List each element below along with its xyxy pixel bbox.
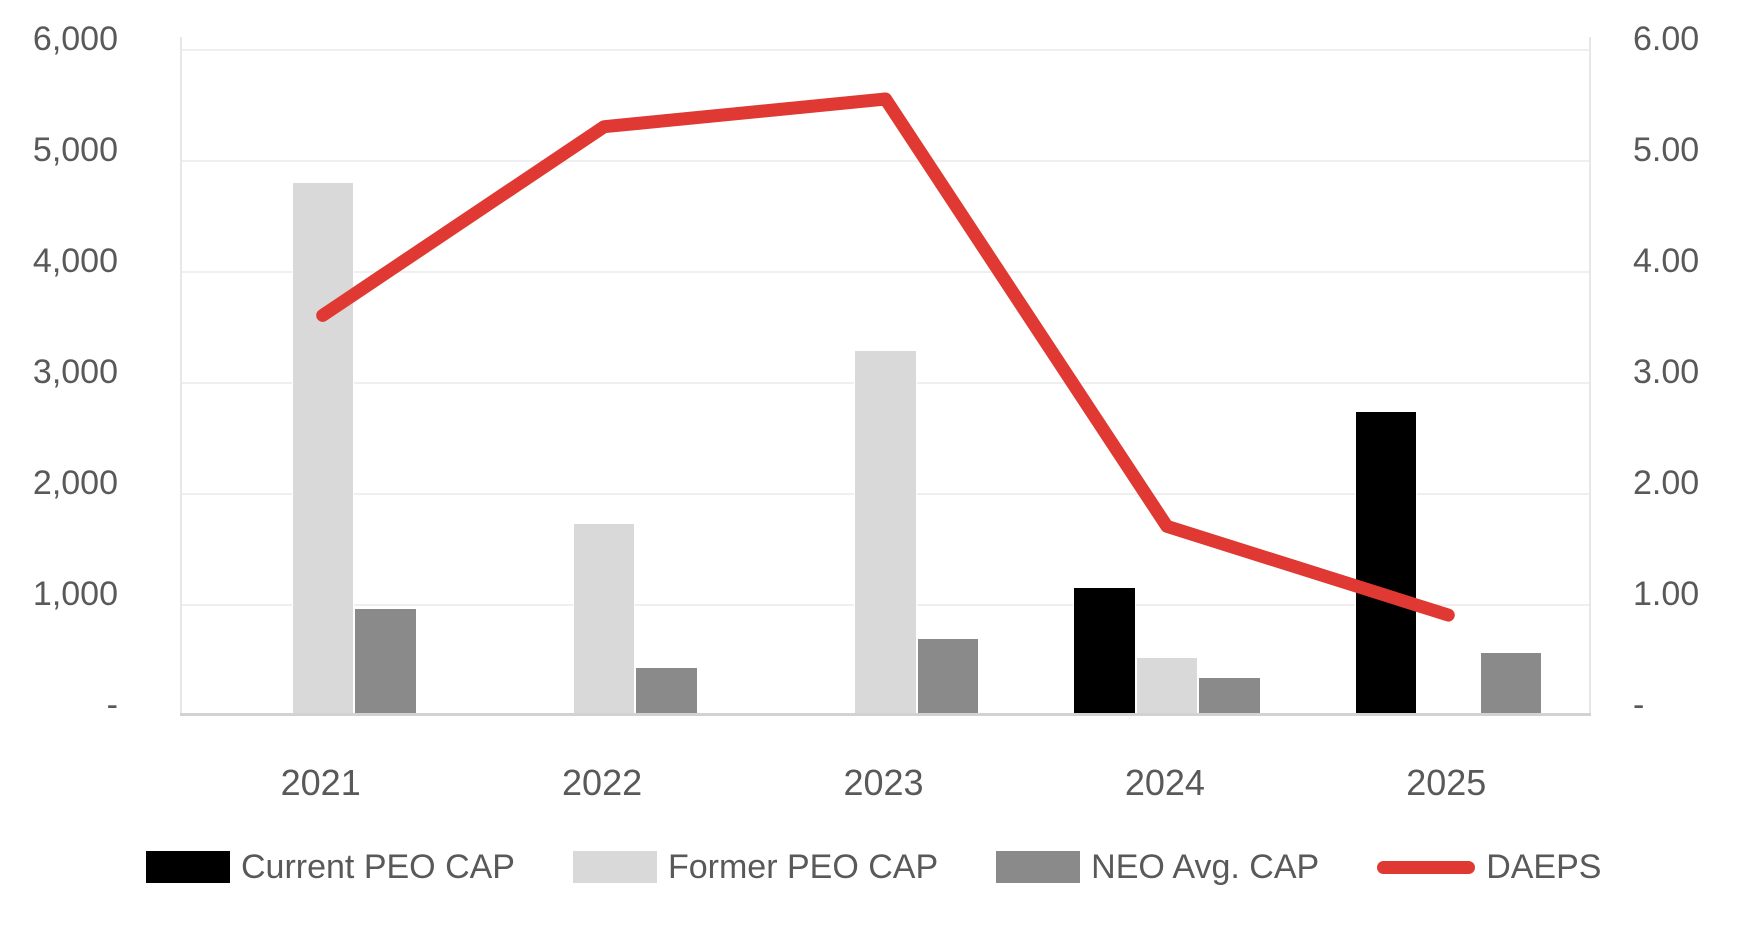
legend-item-current-peo-cap: Current PEO CAP bbox=[146, 848, 515, 887]
bar-former-peo-cap-2021 bbox=[291, 182, 354, 715]
legend-item-neo-avg-cap: NEO Avg. CAP bbox=[996, 848, 1319, 887]
left-axis-tick-label: 2,000 bbox=[32, 464, 118, 502]
x-axis-tick-label-2022: 2022 bbox=[562, 762, 643, 803]
legend-swatch-icon bbox=[572, 851, 657, 883]
right-axis-tick-label: 3.00 bbox=[1633, 353, 1700, 391]
bar-neo-avg-cap-2021 bbox=[354, 608, 417, 715]
gridline bbox=[182, 160, 1589, 162]
legend-label: DAEPS bbox=[1486, 847, 1602, 886]
legend: Current PEO CAP Former PEO CAP NEO Avg. CA… bbox=[146, 845, 1601, 889]
left-axis-tick-label: 6,000 bbox=[32, 20, 118, 58]
legend-line-swatch-icon bbox=[1377, 860, 1476, 874]
plot-area bbox=[180, 37, 1591, 716]
x-axis-tick-label-2025: 2025 bbox=[1406, 762, 1487, 803]
right-axis-tick-label: 2.00 bbox=[1633, 464, 1700, 502]
bar-neo-avg-cap-2024 bbox=[1198, 677, 1261, 715]
bar-current-peo-cap-2025 bbox=[1354, 410, 1418, 715]
legend-label: NEO Avg. CAP bbox=[1091, 847, 1320, 886]
right-axis-tick-label: - bbox=[1633, 686, 1645, 724]
left-axis-tick-label: 4,000 bbox=[32, 242, 118, 280]
legend-item-daeps: DAEPS bbox=[1377, 848, 1601, 887]
left-axis-tick-label: 3,000 bbox=[32, 353, 118, 391]
legend-swatch-icon bbox=[996, 851, 1081, 883]
bar-neo-avg-cap-2022 bbox=[635, 667, 698, 715]
bar-former-peo-cap-2023 bbox=[854, 349, 917, 715]
gridline bbox=[182, 271, 1589, 273]
gridline bbox=[182, 49, 1589, 51]
left-axis-tick-label: 5,000 bbox=[32, 131, 118, 169]
bar-neo-avg-cap-2023 bbox=[916, 638, 980, 715]
x-axis-line bbox=[180, 713, 1591, 716]
legend-item-former-peo-cap: Former PEO CAP bbox=[572, 847, 939, 887]
right-axis-tick-label: 6.00 bbox=[1633, 20, 1700, 58]
bar-former-peo-cap-2022 bbox=[572, 522, 636, 715]
right-axis-tick-label: 1.00 bbox=[1633, 575, 1700, 613]
bar-current-peo-cap-2024 bbox=[1073, 587, 1136, 715]
bar-neo-avg-cap-2025 bbox=[1479, 651, 1543, 715]
x-axis-tick-label-2023: 2023 bbox=[843, 762, 924, 803]
left-axis-tick-label: - bbox=[106, 686, 118, 724]
x-axis-tick-label-2024: 2024 bbox=[1124, 762, 1205, 803]
legend-label: Current PEO CAP bbox=[241, 847, 515, 886]
bar-former-peo-cap-2024 bbox=[1135, 657, 1199, 715]
left-axis-tick-label: 1,000 bbox=[32, 575, 118, 613]
legend-swatch-icon bbox=[146, 851, 230, 883]
right-axis-tick-label: 5.00 bbox=[1633, 131, 1700, 169]
x-axis-tick-label-2021: 2021 bbox=[280, 762, 361, 803]
right-axis-tick-label: 4.00 bbox=[1633, 242, 1700, 280]
legend-label: Former PEO CAP bbox=[667, 847, 939, 886]
